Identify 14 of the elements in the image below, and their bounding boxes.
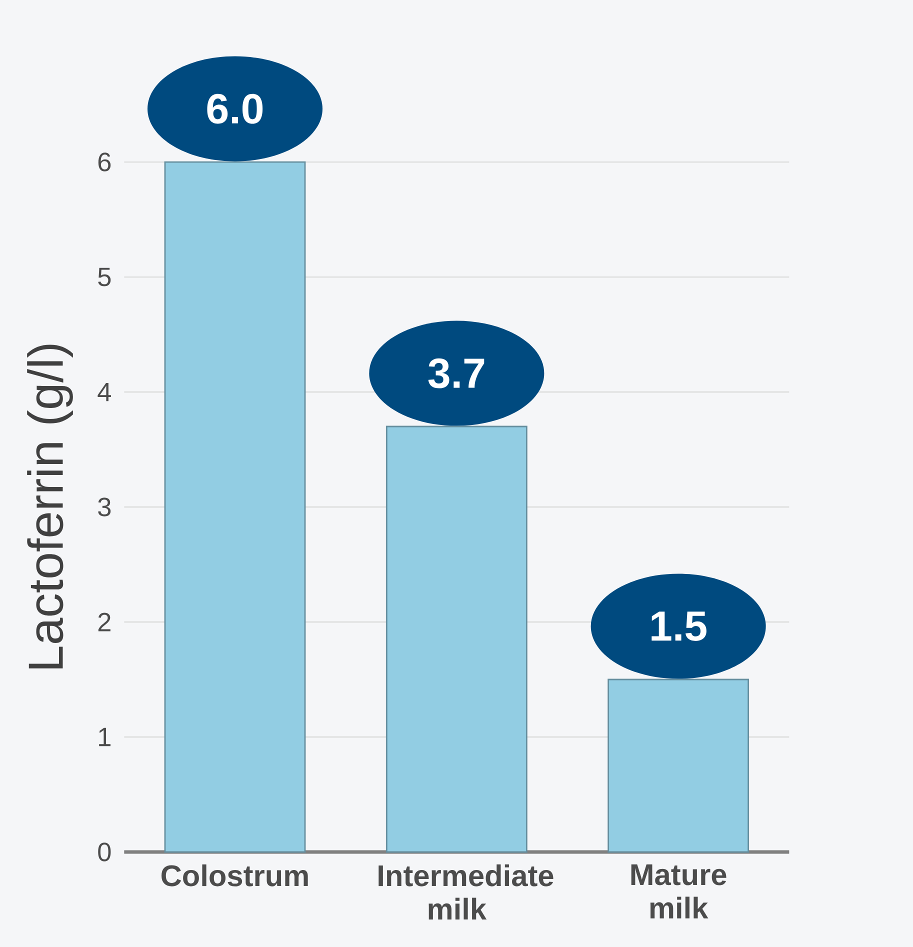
x-tick-label: Mature milk bbox=[631, 864, 726, 918]
y-tick-label: 3 bbox=[98, 498, 111, 516]
data-label: 6.0 bbox=[207, 94, 263, 124]
data-label: 3.7 bbox=[428, 358, 484, 388]
y-axis-title: Lactoferrin (g/l) bbox=[27, 344, 73, 668]
y-tick-label: 4 bbox=[98, 382, 111, 402]
y-tick-label: 5 bbox=[98, 268, 111, 286]
y-tick-label: 2 bbox=[98, 612, 110, 632]
y-tick-label: 0 bbox=[98, 842, 111, 862]
y-tick-label: 1 bbox=[99, 728, 110, 746]
y-tick-label: 6 bbox=[98, 152, 111, 172]
x-tick-label: Intermediate milk bbox=[378, 864, 554, 920]
data-label: 1.5 bbox=[652, 612, 706, 641]
x-tick-label: Colostrum bbox=[162, 864, 308, 886]
